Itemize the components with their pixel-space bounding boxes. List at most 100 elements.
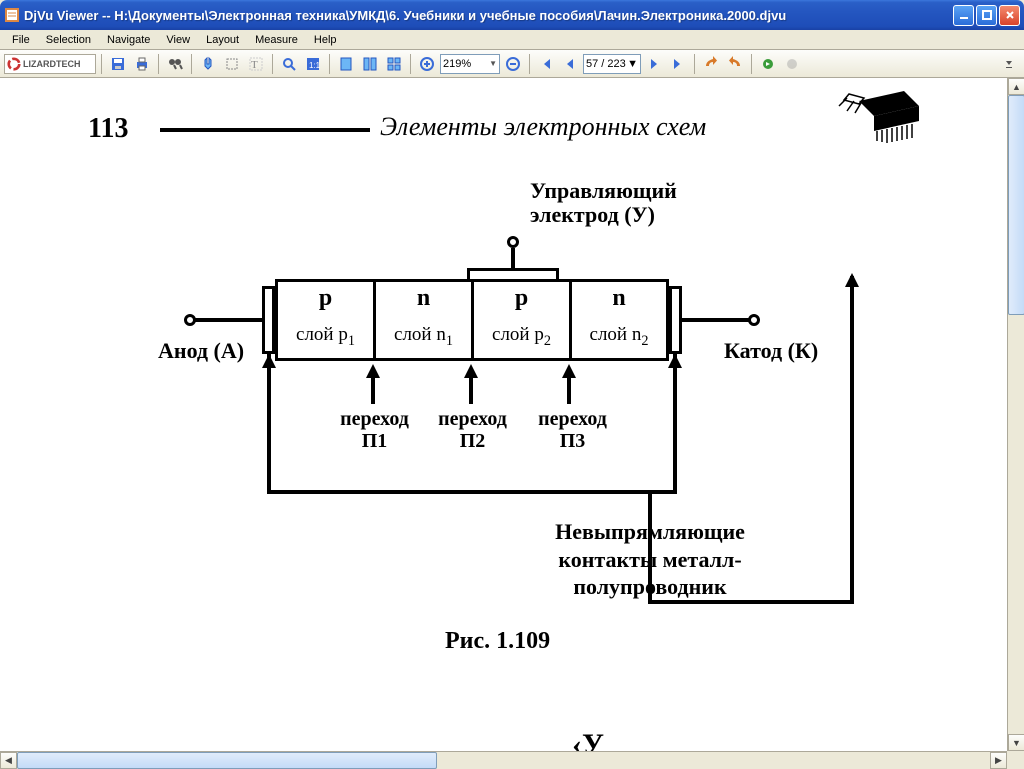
page-number: 113 [88, 113, 128, 145]
layer-n1: n слой n1 [376, 282, 474, 358]
zoom-in-icon[interactable] [416, 53, 438, 75]
j2-label: переходП2 [425, 408, 520, 452]
contacts-caption: Невыпрямляющие контакты металл- полупров… [530, 518, 770, 601]
cathode-contact [669, 286, 682, 354]
layer-name: слой p1 [278, 324, 373, 350]
cutoff-text: ‹У [572, 728, 604, 751]
bracket-bottom2 [648, 600, 854, 604]
layer-type: p [278, 285, 373, 312]
prev-page-icon[interactable] [559, 53, 581, 75]
document-page: 113 Элементы электронных схем Управляющи… [0, 78, 1007, 751]
layer-name: слой p2 [474, 324, 569, 350]
logo-text: LIZARDTECH [23, 59, 81, 69]
menu-selection[interactable]: Selection [38, 32, 99, 48]
scroll-thumb-h[interactable] [17, 752, 437, 769]
layout2-icon[interactable] [359, 53, 381, 75]
j2-arrow-head [464, 364, 478, 378]
stop-icon[interactable] [781, 53, 803, 75]
figure-label: Рис. 1.109 [445, 628, 550, 655]
layer-name: слой n1 [376, 324, 471, 350]
zoom-out-icon[interactable] [502, 53, 524, 75]
page-combo[interactable]: 57 / 223▼ [583, 54, 641, 74]
menu-layout[interactable]: Layout [198, 32, 247, 48]
back-icon[interactable] [700, 53, 722, 75]
bracket-right2-arrow [845, 273, 859, 287]
header-rule [160, 128, 370, 132]
text-select-icon[interactable]: T [245, 53, 267, 75]
layer-p1: p слой p1 [278, 282, 376, 358]
j3-label: переходП3 [525, 408, 620, 452]
zoom-combo[interactable]: 219%▼ [440, 54, 500, 74]
first-page-icon[interactable] [535, 53, 557, 75]
app-icon [4, 7, 20, 23]
last-page-icon[interactable] [667, 53, 689, 75]
scrollbar-corner [1007, 751, 1024, 768]
horizontal-scrollbar[interactable]: ◀ ▶ [0, 751, 1007, 768]
zoom-value: 219% [443, 58, 471, 70]
j3-arrow-head [562, 364, 576, 378]
layer-type: n [376, 285, 471, 312]
save-icon[interactable] [107, 53, 129, 75]
chip-illustration [829, 86, 929, 156]
menu-file[interactable]: File [4, 32, 38, 48]
forward-icon[interactable] [724, 53, 746, 75]
toolbar: LIZARDTECH T 1:1 219%▼ 57 / 223▼ [0, 50, 1024, 78]
bracket-bottom [267, 490, 677, 494]
gate-label-1: Управляющий [530, 178, 677, 204]
layers-box: p слой p1 n слой n1 p слой p2 n слой n2 [275, 279, 669, 361]
anode-node [184, 314, 196, 326]
cathode-node [748, 314, 760, 326]
j1-arrow-stem [371, 376, 375, 404]
layer-type: p [474, 285, 569, 312]
content-area: 113 Элементы электронных схем Управляющи… [0, 78, 1024, 768]
bracket-left-v [267, 354, 271, 494]
actual-size-icon[interactable]: 1:1 [302, 53, 324, 75]
gate-label-2: электрод (У) [530, 202, 655, 228]
scroll-down-icon[interactable]: ▼ [1008, 734, 1024, 751]
window-buttons [953, 5, 1020, 26]
bracket-left-arrow [262, 354, 276, 368]
menu-measure[interactable]: Measure [247, 32, 306, 48]
j1-label: переходП1 [327, 408, 422, 452]
scroll-up-icon[interactable]: ▲ [1008, 78, 1024, 95]
layout3-icon[interactable] [383, 53, 405, 75]
bracket-right2-v [850, 276, 854, 604]
pan-icon[interactable] [197, 53, 219, 75]
toolbar-options-icon[interactable] [998, 53, 1020, 75]
titlebar: DjVu Viewer -- H:\Документы\Электронная … [0, 0, 1024, 30]
scroll-thumb-v[interactable] [1008, 95, 1024, 315]
maximize-button[interactable] [976, 5, 997, 26]
scroll-right-icon[interactable]: ▶ [990, 752, 1007, 769]
anode-label: Анод (А) [158, 338, 244, 364]
page-value: 57 / 223 [586, 58, 626, 70]
lizardtech-logo[interactable]: LIZARDTECH [4, 54, 96, 74]
chapter-title: Элементы электронных схем [380, 112, 706, 142]
j1-arrow-head [366, 364, 380, 378]
print-icon[interactable] [131, 53, 153, 75]
close-button[interactable] [999, 5, 1020, 26]
menu-view[interactable]: View [158, 32, 198, 48]
scroll-left-icon[interactable]: ◀ [0, 752, 17, 769]
menu-help[interactable]: Help [306, 32, 345, 48]
svg-text:1:1: 1:1 [309, 61, 321, 70]
layer-type: n [572, 285, 666, 312]
find-icon[interactable] [164, 53, 186, 75]
document-viewport[interactable]: 113 Элементы электронных схем Управляющи… [0, 78, 1007, 751]
layer-name: слой n2 [572, 324, 666, 350]
menubar: File Selection Navigate View Layout Meas… [0, 30, 1024, 50]
cathode-wire [682, 318, 749, 322]
j2-arrow-stem [469, 376, 473, 404]
bracket-right-arrow [668, 354, 682, 368]
vertical-scrollbar[interactable]: ▲ ▼ [1007, 78, 1024, 751]
layout1-icon[interactable] [335, 53, 357, 75]
cathode-label: Катод (К) [724, 338, 818, 364]
refresh-icon[interactable] [757, 53, 779, 75]
zoom-tool-icon[interactable] [278, 53, 300, 75]
menu-navigate[interactable]: Navigate [99, 32, 158, 48]
next-page-icon[interactable] [643, 53, 665, 75]
gate-node [507, 236, 519, 248]
layer-p2: p слой p2 [474, 282, 572, 358]
select-icon[interactable] [221, 53, 243, 75]
window-title: DjVu Viewer -- H:\Документы\Электронная … [24, 8, 953, 23]
minimize-button[interactable] [953, 5, 974, 26]
